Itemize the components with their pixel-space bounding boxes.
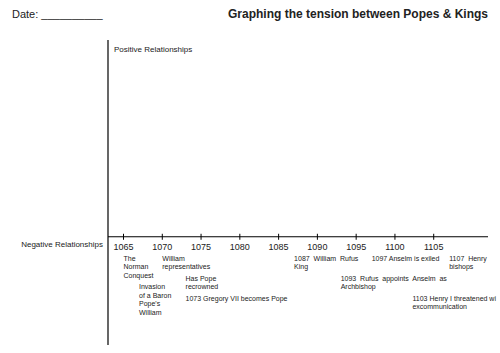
x-tick-label: 1070 xyxy=(152,242,172,252)
chart: Date: __________ Graphing the tension bet… xyxy=(0,0,500,353)
annotation: 1103 Henry I threatened wiexcommunicatio… xyxy=(412,295,496,311)
annotation-line: 1073 Gregory VII becomes Pope xyxy=(186,295,288,303)
y-axis xyxy=(107,40,108,345)
annotation-line: recrowned xyxy=(186,283,219,290)
annotation-line: 1093 Rufus appoints Anselm as xyxy=(341,275,448,283)
positive-label: Positive Relationships xyxy=(114,45,192,54)
annotation-line: 1103 Henry I threatened wi xyxy=(412,295,496,303)
annotation-line: Norman xyxy=(124,263,149,270)
date-label: Date: __________ xyxy=(12,8,103,20)
annotation-line: Pope's xyxy=(139,300,161,308)
annotation-line: of a Baron xyxy=(139,292,171,299)
x-tick-label: 1105 xyxy=(424,242,443,252)
x-tick xyxy=(278,234,279,240)
x-tick-label: 1065 xyxy=(113,242,133,252)
annotation-line: William xyxy=(162,255,185,262)
annotation: Invasion of a BaronPope'sWilliam xyxy=(139,283,171,316)
x-tick xyxy=(356,234,357,240)
annotation-line: bishops xyxy=(449,263,474,271)
x-tick xyxy=(239,234,240,240)
x-tick-label: 1075 xyxy=(191,242,211,252)
annotation: TheNorman Conquest xyxy=(124,255,154,280)
annotation: 1087 William RufusKing xyxy=(294,255,359,272)
annotation: 1107 Henrybishops xyxy=(449,255,487,272)
x-tick xyxy=(201,234,202,240)
annotation-line: 1107 Henry xyxy=(449,255,487,263)
annotation-line: Archbishop xyxy=(341,283,376,291)
x-tick-label: 1100 xyxy=(385,242,404,252)
x-tick xyxy=(433,234,434,240)
x-tick-label: 1080 xyxy=(230,242,250,252)
annotation: Has Poperecrowned xyxy=(186,275,219,291)
x-tick-label: 1095 xyxy=(346,242,366,252)
x-tick xyxy=(394,234,395,240)
annotation: 1093 Rufus appoints Anselm asArchbishop xyxy=(341,275,448,292)
annotation-line: Conquest xyxy=(124,272,154,280)
annotation-line: 1097 Anselm is exiled xyxy=(372,255,440,262)
annotation-line: The xyxy=(124,255,136,262)
x-tick-label: 1085 xyxy=(269,242,289,252)
x-tick xyxy=(162,234,163,240)
annotation-line: Has Pope xyxy=(186,275,217,283)
x-tick xyxy=(317,234,318,240)
x-tick xyxy=(123,234,124,240)
annotation-line: King xyxy=(294,263,308,271)
negative-label: Negative Relationships xyxy=(21,240,103,249)
annotation-line: excommunication xyxy=(412,303,467,310)
annotation: 1073 Gregory VII becomes Pope xyxy=(186,295,288,303)
annotation-line: 1087 William Rufus xyxy=(294,255,359,262)
x-tick-label: 1090 xyxy=(307,242,327,252)
annotation: 1097 Anselm is exiled xyxy=(372,255,440,262)
annotation-line: Invasion xyxy=(139,283,165,290)
title: Graphing the tension between Popes & Kin… xyxy=(228,7,488,21)
annotation-line: William xyxy=(139,309,162,316)
annotation-line: representatives xyxy=(162,263,210,271)
x-axis xyxy=(108,236,488,237)
annotation: Williamrepresentatives xyxy=(162,255,210,272)
